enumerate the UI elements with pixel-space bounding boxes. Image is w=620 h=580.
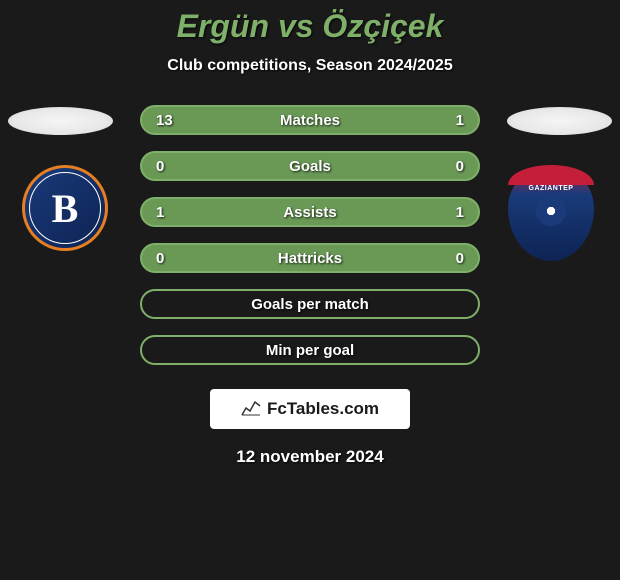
gaziantep-badge: GAZIANTEP bbox=[508, 165, 594, 261]
stat-bar-goals: 0 Goals 0 bbox=[140, 151, 480, 181]
date-text: 12 november 2024 bbox=[236, 447, 383, 467]
stat-label: Hattricks bbox=[278, 250, 342, 267]
chart-icon bbox=[241, 398, 261, 421]
stat-bar-assists: 1 Assists 1 bbox=[140, 197, 480, 227]
stat-value-right: 0 bbox=[444, 250, 464, 267]
stat-bar-goals-per-match: Goals per match bbox=[140, 289, 480, 319]
player-platform-right bbox=[507, 107, 612, 135]
stat-label: Min per goal bbox=[266, 342, 354, 359]
player-platform-left bbox=[8, 107, 113, 135]
stat-label: Matches bbox=[280, 112, 340, 129]
page-title: Ergün vs Özçiçek bbox=[177, 8, 444, 45]
stat-value-right: 1 bbox=[444, 112, 464, 129]
fctables-logo: FcTables.com bbox=[210, 389, 410, 429]
stat-label: Assists bbox=[283, 204, 336, 221]
logo-text: FcTables.com bbox=[267, 399, 379, 419]
stats-area: B GAZIANTEP 13 Matches 1 0 Goals 0 1 bbox=[0, 105, 620, 365]
badge-top-stripe bbox=[508, 165, 594, 185]
infographic-container: Ergün vs Özçiçek Club competitions, Seas… bbox=[0, 0, 620, 580]
stat-value-right: 0 bbox=[444, 158, 464, 175]
subtitle: Club competitions, Season 2024/2025 bbox=[167, 57, 452, 75]
stat-label: Goals per match bbox=[251, 296, 369, 313]
club-badge-left: B bbox=[22, 165, 112, 265]
stat-value-left: 1 bbox=[156, 204, 176, 221]
stat-bar-matches: 13 Matches 1 bbox=[140, 105, 480, 135]
stats-column: 13 Matches 1 0 Goals 0 1 Assists 1 0 Hat… bbox=[140, 105, 480, 365]
club-badge-right: GAZIANTEP bbox=[508, 165, 598, 265]
badge-letter: B bbox=[52, 185, 79, 232]
stat-bar-hattricks: 0 Hattricks 0 bbox=[140, 243, 480, 273]
badge-ball-icon bbox=[536, 196, 566, 226]
stat-value-right: 1 bbox=[444, 204, 464, 221]
stat-value-left: 13 bbox=[156, 112, 176, 129]
basaksehir-badge: B bbox=[22, 165, 108, 251]
badge-text: GAZIANTEP bbox=[529, 185, 574, 192]
stat-label: Goals bbox=[289, 158, 331, 175]
stat-value-left: 0 bbox=[156, 250, 176, 267]
stat-bar-min-per-goal: Min per goal bbox=[140, 335, 480, 365]
stat-value-left: 0 bbox=[156, 158, 176, 175]
